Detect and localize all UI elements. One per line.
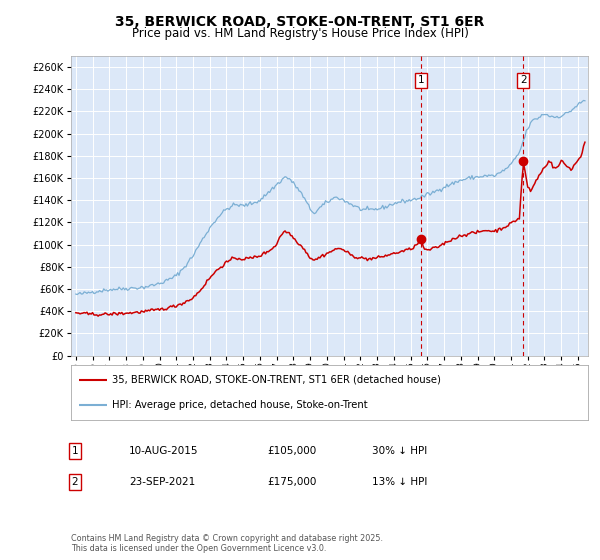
Text: 35, BERWICK ROAD, STOKE-ON-TRENT, ST1 6ER (detached house): 35, BERWICK ROAD, STOKE-ON-TRENT, ST1 6E… <box>112 375 441 385</box>
Text: 2: 2 <box>71 477 79 487</box>
Text: 30% ↓ HPI: 30% ↓ HPI <box>372 446 427 456</box>
Text: 1: 1 <box>71 446 79 456</box>
Text: 35, BERWICK ROAD, STOKE-ON-TRENT, ST1 6ER: 35, BERWICK ROAD, STOKE-ON-TRENT, ST1 6E… <box>115 15 485 29</box>
Text: 2: 2 <box>520 76 527 86</box>
Text: 10-AUG-2015: 10-AUG-2015 <box>129 446 199 456</box>
Text: 1: 1 <box>418 76 424 86</box>
Text: HPI: Average price, detached house, Stoke-on-Trent: HPI: Average price, detached house, Stok… <box>112 400 368 410</box>
Text: Contains HM Land Registry data © Crown copyright and database right 2025.
This d: Contains HM Land Registry data © Crown c… <box>71 534 383 553</box>
Text: 23-SEP-2021: 23-SEP-2021 <box>129 477 195 487</box>
Text: £175,000: £175,000 <box>267 477 316 487</box>
Text: £105,000: £105,000 <box>267 446 316 456</box>
Text: Price paid vs. HM Land Registry's House Price Index (HPI): Price paid vs. HM Land Registry's House … <box>131 27 469 40</box>
Text: 13% ↓ HPI: 13% ↓ HPI <box>372 477 427 487</box>
